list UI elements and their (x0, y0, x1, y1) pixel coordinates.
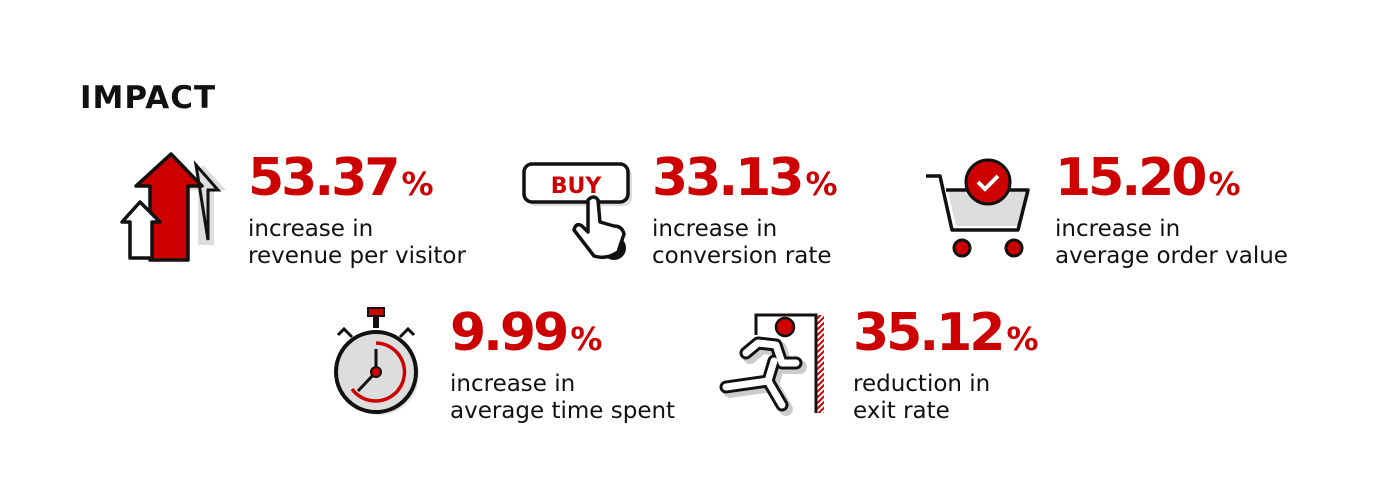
buy-button-click-icon: BUY (522, 162, 632, 260)
stat-exit-rate: 35.12% reduction in exit rate (853, 305, 1039, 425)
stat-description: increase in conversion rate (652, 216, 832, 269)
stat-conversion-rate: 33.13% increase in conversion rate (652, 150, 838, 270)
page-title: IMPACT (80, 80, 217, 116)
stat-value: 33.13% (652, 148, 838, 208)
stat-revenue-per-visitor: 53.37% increase in revenue per visitor (248, 150, 466, 270)
stat-description: increase in revenue per visitor (248, 216, 466, 269)
stat-value: 9.99% (450, 303, 603, 363)
stat-average-order-value: 15.20% increase in average order value (1055, 150, 1288, 270)
stat-average-time-spent: 9.99% increase in average time spent (450, 305, 675, 425)
stat-description: increase in average order value (1055, 216, 1288, 269)
stat-value: 53.37% (248, 148, 434, 208)
stat-description: reduction in exit rate (853, 371, 991, 424)
exit-running-icon (719, 313, 824, 416)
stat-value: 15.20% (1055, 148, 1241, 208)
arrows-up-icon (120, 152, 226, 262)
svg-text:BUY: BUY (551, 174, 603, 199)
shopping-cart-icon (926, 158, 1030, 258)
stat-description: increase in average time spent (450, 371, 676, 424)
stopwatch-icon (334, 307, 419, 415)
stat-value: 35.12% (853, 303, 1039, 363)
